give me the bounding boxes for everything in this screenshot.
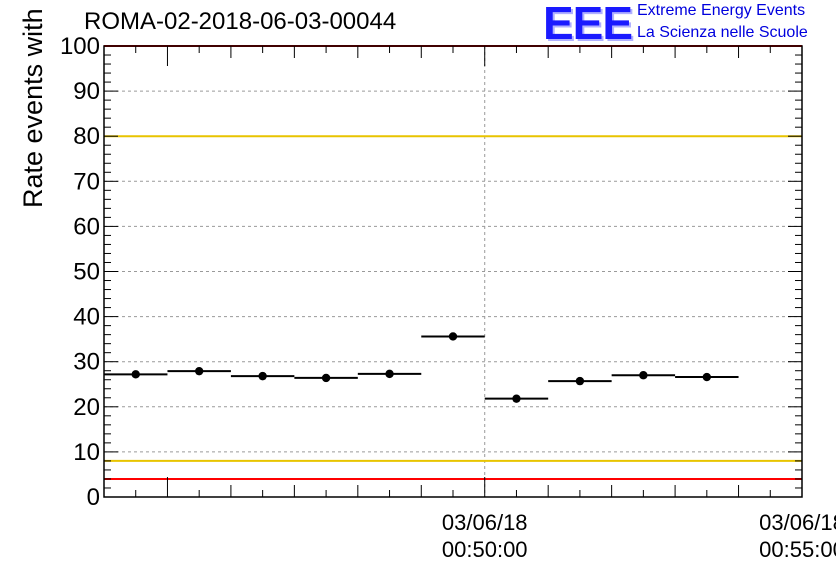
y-tick-label: 20 (73, 394, 100, 421)
x-tick-label-date: 03/06/18 (442, 510, 528, 535)
y-tick-label: 60 (73, 213, 100, 240)
data-point (131, 370, 140, 379)
y-tick-label: 80 (73, 123, 100, 150)
data-point (639, 371, 648, 380)
y-tick-label: 40 (73, 304, 100, 331)
x-tick-label-time: 00:55:00 (759, 537, 836, 562)
data-point (385, 369, 394, 379)
data-point (448, 332, 458, 341)
eee-logo: EEE (543, 0, 633, 49)
logo-caption-line1: Extreme Energy Events (637, 2, 806, 19)
x-tick-label-time: 00:50:00 (442, 537, 528, 562)
data-point (702, 372, 712, 382)
chart-title: ROMA-02-2018-06-03-00044 (84, 8, 397, 35)
y-tick-label: 50 (73, 259, 100, 286)
data-point (512, 394, 521, 403)
y-tick-label: 0 (87, 484, 100, 511)
data-point (575, 376, 585, 386)
x-tick-label-date: 03/06/18 (759, 510, 836, 535)
y-tick-label: 90 (73, 78, 100, 105)
data-point (258, 371, 267, 381)
y-tick-label: 70 (73, 168, 100, 195)
y-tick-label: 10 (73, 439, 100, 466)
data-point (194, 366, 204, 376)
y-tick-label: 30 (73, 349, 100, 376)
y-tick-label: 100 (60, 33, 100, 60)
logo-caption-line2: La Scienza nelle Scuole (637, 24, 808, 41)
data-point (321, 373, 331, 383)
